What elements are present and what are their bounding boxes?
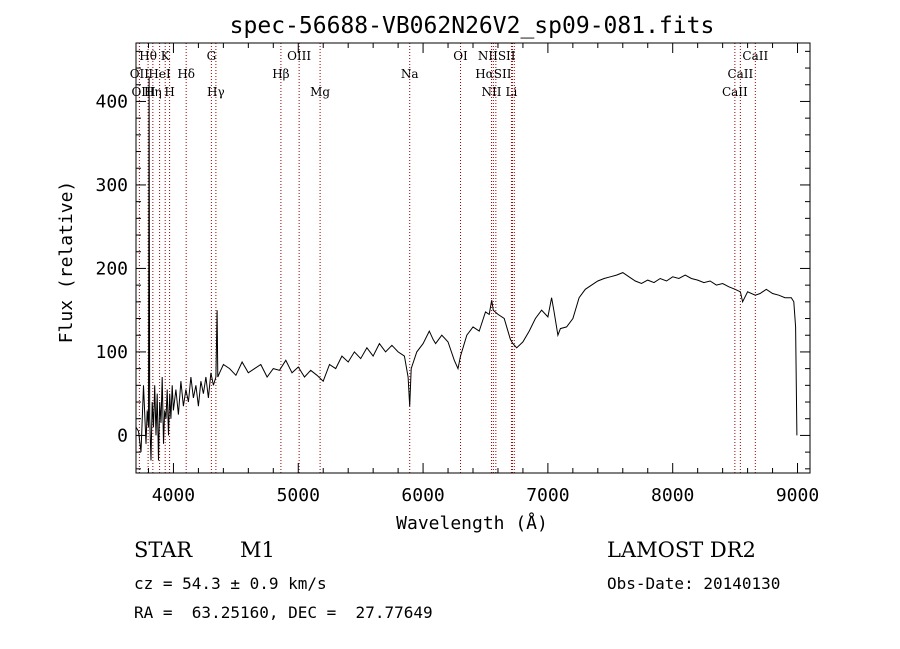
spectral-line-label: OIII <box>287 49 311 63</box>
x-tick-label: 5000 <box>277 485 320 506</box>
y-tick-label: 400 <box>95 91 128 112</box>
coordinates: RA = 63.25160, DEC = 27.77649 <box>134 603 433 622</box>
spectral-line-label: CaII <box>722 85 748 99</box>
plot-frame <box>135 42 811 474</box>
object-subclass: M1 <box>240 538 275 562</box>
spectral-line-label: Li <box>506 85 518 99</box>
spectral-line-label: OIII <box>131 85 155 99</box>
spectral-line-label: Hδ <box>177 67 195 81</box>
y-axis-ticks: 0 100 200 300 400 <box>95 50 810 470</box>
x-tick-label: 7000 <box>526 485 569 506</box>
object-class: STAR <box>134 538 193 562</box>
spectral-line-label: OII <box>130 67 150 81</box>
spectral-line-label: Mg <box>310 85 330 99</box>
x-tick-label: 4000 <box>152 485 195 506</box>
spectral-line-label: OI <box>453 49 468 63</box>
redshift-velocity: cz = 54.3 ± 0.9 km/s <box>134 574 327 593</box>
y-tick-label: 0 <box>117 425 128 446</box>
spectral-line-label: CaII <box>742 49 768 63</box>
spectral-line-markers <box>138 43 756 473</box>
y-tick-label: 200 <box>95 258 128 279</box>
spectral-line-labels: Hθ K G OIII OI NIISII CaII OII HeI Hδ Hβ Na HαSII CaI… <box>130 49 769 99</box>
chart-title: spec-56688-VB062N26V2_sp09-081.fits <box>230 13 715 39</box>
y-axis-label: Flux (relative) <box>56 181 77 344</box>
spectral-line-label: NII <box>481 85 501 99</box>
y-tick-label: 300 <box>95 175 128 196</box>
spectral-line-label: H <box>164 85 174 99</box>
spectral-line-label: CaII <box>727 67 753 81</box>
spectral-line-label: Hβ <box>272 67 289 81</box>
spectral-line-label: Hθ <box>139 49 157 63</box>
spectral-line-label: Hγ <box>207 85 225 99</box>
spectral-line-label: Na <box>401 67 419 81</box>
spectrum-series-line <box>135 76 798 461</box>
spectral-line-label: G <box>207 49 217 63</box>
y-tick-label: 100 <box>95 342 128 363</box>
spectral-line-label: Hη <box>144 85 162 99</box>
spectral-line-label: HeI <box>148 67 171 81</box>
x-tick-label: 8000 <box>651 485 694 506</box>
observation-date: Obs-Date: 20140130 <box>607 574 781 593</box>
survey-name: LAMOST DR2 <box>607 538 756 562</box>
spectral-line-label: K <box>161 49 171 63</box>
spectral-line-label: HαSII <box>475 67 512 81</box>
x-tick-label: 9000 <box>776 485 819 506</box>
x-tick-label: 6000 <box>401 485 444 506</box>
x-axis-label: Wavelength (Å) <box>396 512 548 534</box>
x-axis-ticks: 4000 5000 6000 7000 8000 9000 <box>147 43 819 506</box>
spectral-line-label: NIISII <box>478 49 516 63</box>
